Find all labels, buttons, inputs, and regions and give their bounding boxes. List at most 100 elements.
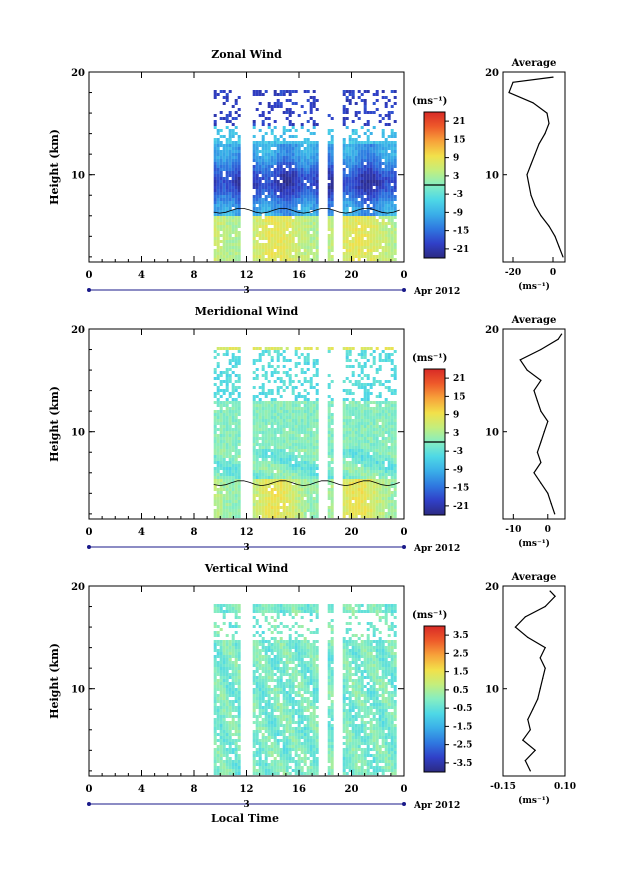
x-tick-label: 8 <box>191 784 198 795</box>
average-point <box>534 204 536 207</box>
average-point <box>534 153 536 155</box>
average-point <box>557 338 559 340</box>
x-tick-label: 20 <box>345 270 359 281</box>
average-point <box>526 369 528 371</box>
average-y-tick-label: 20 <box>485 325 499 336</box>
average-point <box>548 225 550 227</box>
colorbar-tick-label: 21 <box>453 374 466 384</box>
date-month-label: Apr 2012 <box>413 287 460 297</box>
colorbar-tick-label: 3.5 <box>453 631 469 641</box>
average-frame <box>502 328 566 520</box>
average-point <box>554 513 556 515</box>
y-tick-label: 10 <box>71 171 85 182</box>
average-point <box>527 718 529 721</box>
average-point <box>532 708 534 710</box>
colorbar-tick-label: 3 <box>453 172 459 182</box>
average-point <box>532 102 534 104</box>
y-axis-label: Height (km) <box>48 129 61 205</box>
x-tick-label: 4 <box>138 270 145 281</box>
x-tick-label: 8 <box>191 270 198 281</box>
colorbar-tick-label: -3 <box>453 190 463 200</box>
average-y-tick-label: 20 <box>485 68 499 79</box>
y-tick-label: 20 <box>71 325 85 336</box>
average-point <box>536 400 539 402</box>
average-point <box>540 461 542 464</box>
average-y-tick-label: 10 <box>485 685 499 696</box>
x-tick-label: 12 <box>240 270 254 281</box>
x-tick-label: 12 <box>240 527 254 538</box>
panel-title: Vertical Wind <box>204 562 289 575</box>
average-point <box>554 235 556 237</box>
colorbar-unit: (ms⁻¹) <box>412 353 447 364</box>
average-point <box>540 441 542 443</box>
colorbar-tick-label: 9 <box>453 154 459 164</box>
average-point <box>543 431 545 433</box>
x-tick-label: 16 <box>292 527 306 538</box>
average-point <box>546 112 548 114</box>
x-tick-label: 20 <box>345 527 359 538</box>
colorbar: (ms⁻¹) 21 15 9 3 -3 -9 -15 -21 <box>412 96 469 259</box>
average-point <box>512 81 514 83</box>
average-point <box>530 163 532 165</box>
colorbar-unit: (ms⁻¹) <box>412 96 447 107</box>
average-x-tick-label: -20 <box>505 268 521 278</box>
average-y-tick-label: 10 <box>485 171 499 182</box>
x-tick-label: 0 <box>86 270 93 281</box>
average-frame <box>502 71 566 263</box>
y-axis-label: Height (km) <box>48 643 61 719</box>
date-day-label: 3 <box>243 543 249 553</box>
panel-title: Meridional Wind <box>195 305 299 318</box>
average-point <box>524 616 526 618</box>
x-tick-label: 4 <box>138 527 145 538</box>
colorbar-tick-label: 9 <box>453 411 459 421</box>
average-x-tick-label: 0.10 <box>554 782 576 792</box>
average-profile: Average -10 0 (ms⁻¹) 10 20 <box>485 315 566 549</box>
y-tick-label: 20 <box>71 68 85 79</box>
average-y-tick-label: 10 <box>485 428 499 439</box>
colorbar-tick-label: 1.5 <box>453 668 469 678</box>
average-point <box>528 184 530 186</box>
x-tick-label: 16 <box>292 784 306 795</box>
colorbar-tick-label: -3 <box>453 447 463 457</box>
average-title: Average <box>511 58 557 69</box>
average-xlabel: (ms⁻¹) <box>518 281 550 292</box>
x-tick-label: 16 <box>292 270 306 281</box>
average-point <box>526 174 528 176</box>
panel-2: Vertical Wind Height (km) 10 20 0 4 8 12 16 20 0 3 A… <box>48 562 576 811</box>
date-axis-start <box>87 545 91 549</box>
average-title: Average <box>511 315 557 326</box>
average-line <box>508 76 564 258</box>
average-point <box>558 246 560 248</box>
y-tick-label: 10 <box>71 428 85 439</box>
average-title: Average <box>511 572 557 583</box>
average-line <box>519 333 563 515</box>
average-point <box>540 348 542 351</box>
x-tick-label: 12 <box>240 784 254 795</box>
average-x-tick-label: 0 <box>550 268 556 278</box>
colorbar-tick-label: -1.5 <box>453 722 472 732</box>
date-day-label: 3 <box>243 286 249 296</box>
average-point <box>549 590 551 592</box>
colorbar-unit: (ms⁻¹) <box>412 610 447 621</box>
average-point <box>544 605 546 608</box>
date-axis-start <box>87 288 91 292</box>
average-point <box>540 410 542 412</box>
date-axis-end <box>402 288 406 292</box>
average-point <box>533 390 535 392</box>
heatmap-field <box>213 90 400 261</box>
colorbar-tick-label: 21 <box>453 117 466 127</box>
colorbar-tick-label: -9 <box>453 208 463 218</box>
y-tick-label: 20 <box>71 582 85 593</box>
average-profile: Average -20 0(ms⁻¹) 10 20 <box>485 58 566 292</box>
x-tick-label: 0 <box>86 527 93 538</box>
average-x-tick-label: 0 <box>545 525 551 535</box>
x-tick-label: 8 <box>191 527 198 538</box>
colorbar-tick-label: -21 <box>453 502 469 512</box>
average-xlabel: (ms⁻¹) <box>518 795 550 806</box>
y-tick-label: 10 <box>71 685 85 696</box>
average-point <box>544 667 546 669</box>
average-point <box>544 133 546 135</box>
x-tick-label: 0 <box>401 784 408 795</box>
average-point <box>529 729 531 731</box>
